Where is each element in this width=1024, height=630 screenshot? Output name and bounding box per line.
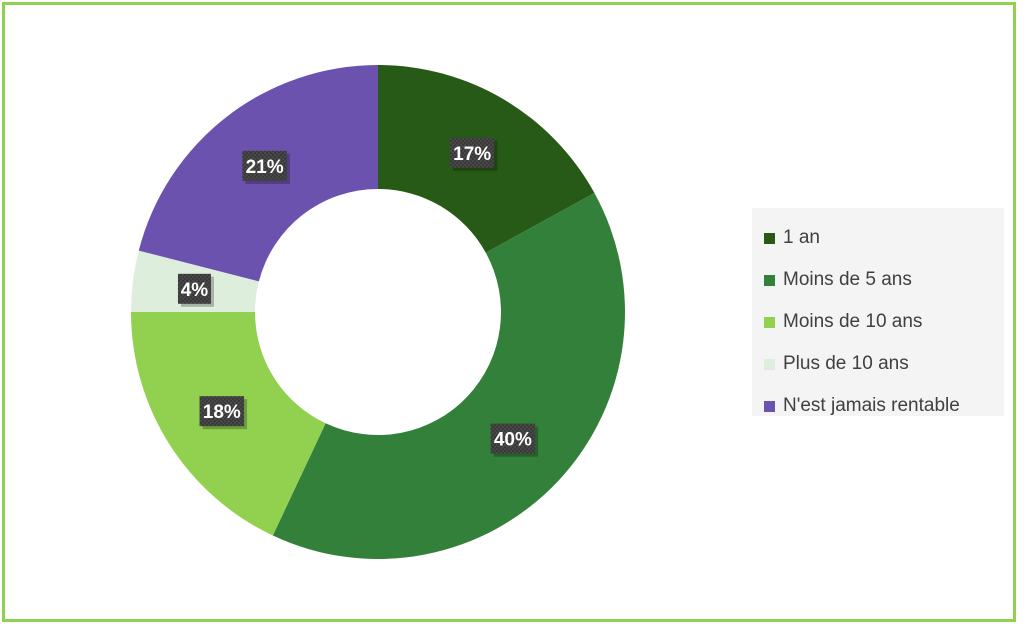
legend-item: Moins de 5 ans [764, 259, 1004, 301]
legend-swatch [764, 274, 775, 286]
legend-item: N'est jamais rentable [764, 385, 1004, 427]
svg-text:4%: 4% [181, 280, 209, 301]
data-label-plus-de-10-ans: 4% [177, 273, 214, 307]
chart-legend: 1 an Moins de 5 ans Moins de 10 ans Plus… [752, 208, 1004, 416]
legend-label: Moins de 10 ans [783, 311, 923, 332]
data-label-moins-de-5-ans: 40% [490, 423, 539, 457]
legend-swatch [764, 400, 775, 412]
legend-swatch [764, 358, 775, 370]
donut-slice-moins-de-5-ans [272, 193, 625, 560]
svg-text:21%: 21% [246, 157, 284, 178]
legend-item: 1 an [764, 217, 1004, 259]
legend-label: N'est jamais rentable [783, 395, 960, 416]
data-label-moins-de-10-ans: 18% [199, 396, 248, 430]
legend-swatch [764, 232, 775, 244]
legend-item: Moins de 10 ans [764, 301, 1004, 343]
data-label-1-an: 17% [449, 137, 498, 171]
legend-label: 1 an [783, 227, 820, 248]
legend-swatch [764, 316, 775, 328]
svg-text:18%: 18% [203, 402, 241, 423]
data-label-jamais-rentable: 21% [242, 150, 290, 184]
svg-text:17%: 17% [453, 144, 491, 165]
svg-text:40%: 40% [494, 430, 532, 451]
legend-item: Plus de 10 ans [764, 343, 1004, 385]
legend-label: Moins de 5 ans [783, 269, 912, 290]
legend-label: Plus de 10 ans [783, 353, 909, 374]
